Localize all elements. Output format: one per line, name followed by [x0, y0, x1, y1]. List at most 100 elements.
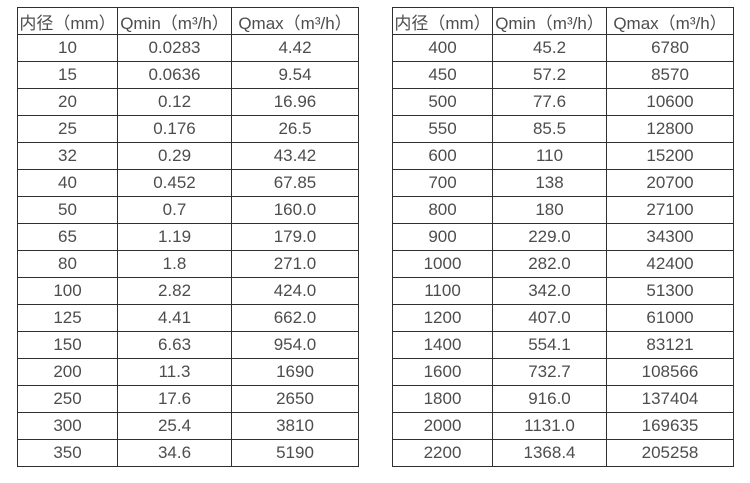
cell-qmax: 160.0: [231, 196, 359, 224]
cell-qmax: 20700: [606, 169, 734, 197]
cell-qmax: 12800: [606, 115, 734, 143]
cell-qmin: 85.5: [492, 115, 607, 143]
cell-diameter: 900: [392, 223, 493, 251]
table-row: 20 0.12 16.96: [17, 88, 359, 116]
cell-qmin: 0.0636: [117, 61, 232, 89]
table-row: 1000 282.0 42400: [392, 250, 734, 278]
cell-qmin: 34.6: [117, 439, 232, 467]
cell-qmax: 67.85: [231, 169, 359, 197]
cell-qmax: 3810: [231, 412, 359, 440]
cell-diameter: 1600: [392, 358, 493, 386]
table-row: 2200 1368.4 205258: [392, 439, 734, 467]
table-row: 800 180 27100: [392, 196, 734, 224]
cell-qmin: 0.12: [117, 88, 232, 116]
cell-diameter: 80: [17, 250, 118, 278]
table-row: 250 17.6 2650: [17, 385, 359, 413]
table-row: 300 25.4 3810: [17, 412, 359, 440]
table-row: 15 0.0636 9.54: [17, 61, 359, 89]
cell-qmax: 137404: [606, 385, 734, 413]
cell-qmax: 43.42: [231, 142, 359, 170]
cell-qmin: 342.0: [492, 277, 607, 305]
cell-diameter: 10: [17, 34, 118, 62]
cell-qmin: 45.2: [492, 34, 607, 62]
table-body: 10 0.0283 4.42 15 0.0636 9.54 20 0.12 16.96 25 0.1…: [17, 34, 359, 467]
table-row: 32 0.29 43.42: [17, 142, 359, 170]
cell-qmax: 271.0: [231, 250, 359, 278]
cell-diameter: 250: [17, 385, 118, 413]
cell-qmax: 15200: [606, 142, 734, 170]
table-row: 450 57.2 8570: [392, 61, 734, 89]
cell-qmax: 10600: [606, 88, 734, 116]
cell-diameter: 150: [17, 331, 118, 359]
cell-diameter: 1000: [392, 250, 493, 278]
cell-qmin: 2.82: [117, 277, 232, 305]
table-row: 100 2.82 424.0: [17, 277, 359, 305]
cell-diameter: 350: [17, 439, 118, 467]
cell-qmax: 6780: [606, 34, 734, 62]
table-row: 550 85.5 12800: [392, 115, 734, 143]
table-row: 1200 407.0 61000: [392, 304, 734, 332]
cell-qmin: 4.41: [117, 304, 232, 332]
cell-qmin: 0.0283: [117, 34, 232, 62]
cell-diameter: 300: [17, 412, 118, 440]
cell-qmax: 4.42: [231, 34, 359, 62]
cell-qmax: 169635: [606, 412, 734, 440]
column-header-diameter: 内径（mm）: [392, 7, 493, 35]
header-row: 内径（mm） Qmin（m³/h） Qmax（m³/h）: [392, 7, 734, 35]
cell-diameter: 25: [17, 115, 118, 143]
cell-qmax: 8570: [606, 61, 734, 89]
table-header: 内径（mm） Qmin（m³/h） Qmax（m³/h）: [17, 7, 359, 35]
cell-qmin: 229.0: [492, 223, 607, 251]
table-row: 150 6.63 954.0: [17, 331, 359, 359]
column-header-qmax: Qmax（m³/h）: [606, 7, 734, 35]
cell-diameter: 20: [17, 88, 118, 116]
cell-diameter: 2200: [392, 439, 493, 467]
cell-qmax: 42400: [606, 250, 734, 278]
cell-qmin: 282.0: [492, 250, 607, 278]
flow-spec-table-small-diameters: 内径（mm） Qmin（m³/h） Qmax（m³/h） 10 0.0283 4.4…: [17, 7, 359, 467]
table-row: 40 0.452 67.85: [17, 169, 359, 197]
table-row: 10 0.0283 4.42: [17, 34, 359, 62]
cell-diameter: 700: [392, 169, 493, 197]
table-row: 2000 1131.0 169635: [392, 412, 734, 440]
table-row: 1400 554.1 83121: [392, 331, 734, 359]
cell-qmax: 34300: [606, 223, 734, 251]
header-row: 内径（mm） Qmin（m³/h） Qmax（m³/h）: [17, 7, 359, 35]
table-row: 700 138 20700: [392, 169, 734, 197]
cell-qmax: 51300: [606, 277, 734, 305]
table-row: 1100 342.0 51300: [392, 277, 734, 305]
cell-diameter: 32: [17, 142, 118, 170]
cell-diameter: 200: [17, 358, 118, 386]
column-header-diameter: 内径（mm）: [17, 7, 118, 35]
table-row: 600 110 15200: [392, 142, 734, 170]
cell-qmin: 1368.4: [492, 439, 607, 467]
table-row: 65 1.19 179.0: [17, 223, 359, 251]
cell-qmin: 1131.0: [492, 412, 607, 440]
cell-qmax: 83121: [606, 331, 734, 359]
table-row: 500 77.6 10600: [392, 88, 734, 116]
table-row: 1600 732.7 108566: [392, 358, 734, 386]
table-row: 125 4.41 662.0: [17, 304, 359, 332]
table-body: 400 45.2 6780 450 57.2 8570 500 77.6 10600 550 85.…: [392, 34, 734, 467]
table-row: 900 229.0 34300: [392, 223, 734, 251]
cell-qmin: 0.452: [117, 169, 232, 197]
cell-qmin: 57.2: [492, 61, 607, 89]
flow-spec-table-large-diameters: 内径（mm） Qmin（m³/h） Qmax（m³/h） 400 45.2 6780…: [392, 7, 734, 467]
cell-diameter: 1800: [392, 385, 493, 413]
cell-qmin: 0.7: [117, 196, 232, 224]
cell-qmin: 138: [492, 169, 607, 197]
cell-qmax: 5190: [231, 439, 359, 467]
cell-diameter: 600: [392, 142, 493, 170]
column-header-qmin: Qmin（m³/h）: [117, 7, 232, 35]
cell-qmin: 1.19: [117, 223, 232, 251]
cell-qmin: 0.29: [117, 142, 232, 170]
cell-qmax: 424.0: [231, 277, 359, 305]
table-row: 200 11.3 1690: [17, 358, 359, 386]
cell-qmin: 11.3: [117, 358, 232, 386]
cell-qmin: 732.7: [492, 358, 607, 386]
cell-qmin: 77.6: [492, 88, 607, 116]
cell-qmin: 916.0: [492, 385, 607, 413]
table-row: 1800 916.0 137404: [392, 385, 734, 413]
cell-diameter: 100: [17, 277, 118, 305]
cell-qmin: 0.176: [117, 115, 232, 143]
